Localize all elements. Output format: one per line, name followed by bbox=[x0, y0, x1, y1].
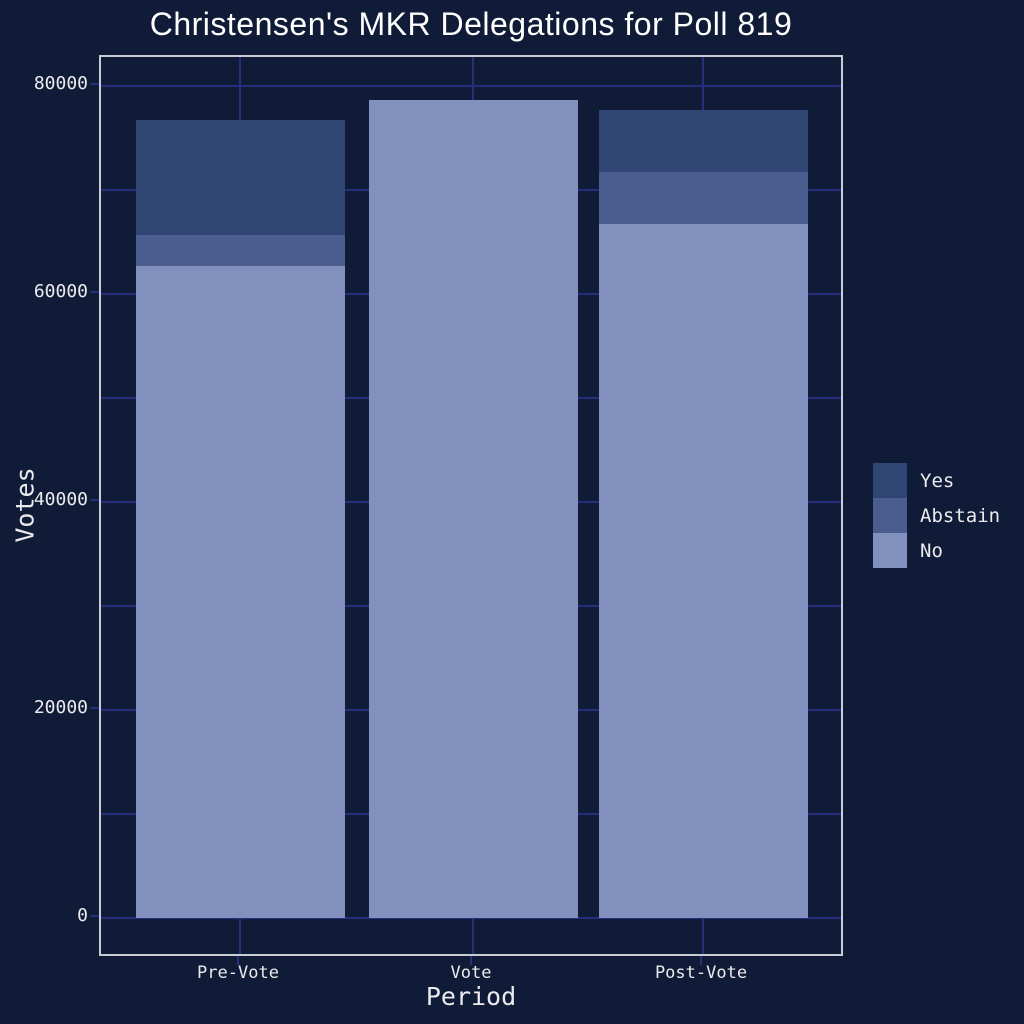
legend-swatch-no bbox=[873, 533, 907, 568]
horizontal-gridline bbox=[101, 916, 841, 919]
bar-segment-no-pre-vote bbox=[135, 266, 345, 918]
x-axis-title: Period bbox=[425, 982, 517, 1011]
legend-item-abstain: Abstain bbox=[873, 498, 1000, 533]
legend-item-no: No bbox=[873, 533, 1000, 568]
bar-segment-yes-pre-vote bbox=[135, 120, 345, 235]
y-axis-title: Votes bbox=[10, 467, 40, 543]
bar-segment-no-post-vote bbox=[598, 224, 808, 918]
bar-segment-abstain-pre-vote bbox=[135, 234, 345, 266]
legend-label-abstain: Abstain bbox=[920, 504, 1001, 527]
y-tick-label: 60000 bbox=[33, 281, 88, 303]
y-tick-label: 0 bbox=[77, 904, 88, 926]
legend-label-no: No bbox=[920, 539, 943, 562]
x-tick-mark bbox=[700, 956, 702, 965]
y-tick-mark bbox=[90, 291, 99, 294]
x-tick-mark bbox=[470, 956, 472, 965]
bar-segment-abstain-post-vote bbox=[598, 172, 808, 225]
bar-segment-yes-post-vote bbox=[598, 110, 808, 173]
y-tick-label: 20000 bbox=[33, 697, 88, 718]
x-tick-label-post-vote: Post-Vote bbox=[654, 963, 748, 983]
y-tick-label: 40000 bbox=[33, 489, 88, 511]
legend-item-yes: Yes bbox=[873, 463, 1000, 498]
legend-swatch-abstain bbox=[873, 498, 907, 533]
x-tick-label-vote: Vote bbox=[450, 963, 492, 983]
x-tick-mark bbox=[237, 956, 239, 965]
plot-area bbox=[99, 55, 843, 956]
y-tick-label: 80000 bbox=[33, 73, 88, 95]
bar-segment-no-vote bbox=[368, 99, 578, 918]
bar-layer bbox=[101, 57, 841, 954]
legend-label-yes: Yes bbox=[920, 469, 955, 492]
legend-swatch-yes bbox=[873, 463, 907, 498]
y-tick-mark bbox=[90, 499, 99, 502]
y-tick-mark bbox=[90, 914, 99, 917]
chart-title: Christensen's MKR Delegations for Poll 8… bbox=[149, 6, 793, 42]
y-tick-mark bbox=[90, 707, 99, 709]
x-tick-label-pre-vote: Pre-Vote bbox=[197, 963, 279, 983]
y-tick-mark bbox=[90, 83, 99, 86]
legend: Yes Abstain No bbox=[873, 463, 1000, 568]
horizontal-gridline bbox=[101, 85, 841, 88]
